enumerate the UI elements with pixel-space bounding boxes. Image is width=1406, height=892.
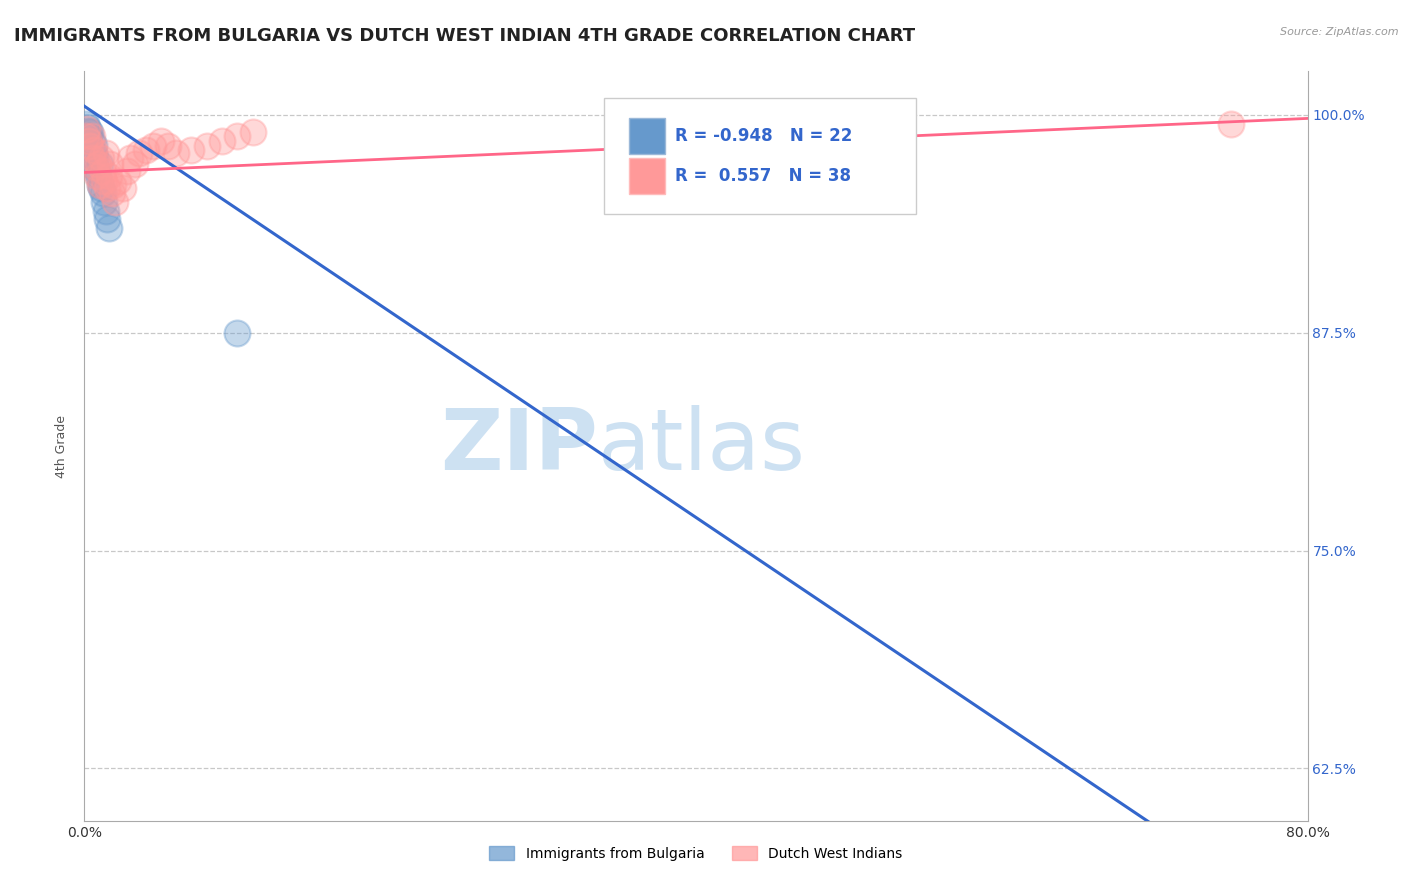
Point: [90, 181, 112, 195]
Point: [96, 212, 118, 227]
Point: [87, 169, 110, 183]
Point: [80, 134, 103, 148]
Point: [211, 134, 233, 148]
Point: [97, 221, 120, 235]
Text: ZIP: ZIP: [440, 404, 598, 488]
Point: [76, 121, 98, 136]
Point: [124, 157, 146, 171]
Point: [94, 203, 117, 218]
Point: [84, 160, 107, 174]
Y-axis label: 4th Grade: 4th Grade: [55, 415, 69, 477]
Point: [84, 152, 107, 166]
Point: [75, 117, 97, 131]
Point: [103, 178, 125, 192]
Point: [165, 146, 187, 161]
Point: [1220, 117, 1243, 131]
FancyBboxPatch shape: [605, 97, 917, 214]
Point: [93, 195, 115, 210]
Point: [98, 157, 121, 171]
Point: [80, 152, 103, 166]
Point: [79, 139, 101, 153]
Point: [76, 120, 98, 135]
Point: [96, 181, 118, 195]
Point: [77, 123, 100, 137]
Legend: Immigrants from Bulgaria, Dutch West Indians: Immigrants from Bulgaria, Dutch West Ind…: [484, 840, 908, 866]
Point: [89, 178, 111, 192]
Point: [226, 326, 249, 340]
Point: [94, 146, 117, 161]
Point: [75, 128, 97, 143]
Point: [83, 143, 105, 157]
Point: [77, 128, 100, 143]
Point: [128, 146, 150, 161]
Point: [91, 163, 114, 178]
Point: [87, 157, 110, 171]
Point: [97, 169, 120, 183]
Point: [195, 139, 218, 153]
Text: Source: ZipAtlas.com: Source: ZipAtlas.com: [1281, 27, 1399, 37]
Point: [104, 195, 127, 210]
Point: [929, 866, 952, 880]
Point: [149, 134, 172, 148]
Point: [89, 178, 111, 192]
Text: R = -0.948   N = 22: R = -0.948 N = 22: [675, 127, 852, 145]
Text: IMMIGRANTS FROM BULGARIA VS DUTCH WEST INDIAN 4TH GRADE CORRELATION CHART: IMMIGRANTS FROM BULGARIA VS DUTCH WEST I…: [14, 27, 915, 45]
Point: [135, 143, 157, 157]
Point: [242, 125, 264, 139]
Point: [80, 128, 103, 143]
Point: [90, 152, 112, 166]
Point: [107, 174, 129, 188]
Point: [77, 134, 100, 148]
Point: [101, 186, 124, 201]
Point: [111, 181, 134, 195]
Point: [226, 128, 249, 143]
Point: [86, 163, 108, 178]
Point: [93, 174, 115, 188]
Point: [157, 139, 180, 153]
Point: [79, 125, 101, 139]
Point: [86, 169, 108, 183]
Point: [83, 137, 105, 152]
Text: atlas: atlas: [598, 404, 806, 488]
Point: [120, 152, 142, 166]
Point: [89, 157, 111, 171]
Bar: [628, 158, 665, 194]
Point: [91, 186, 114, 201]
Point: [180, 143, 202, 157]
Text: R =  0.557   N = 38: R = 0.557 N = 38: [675, 168, 851, 186]
Bar: [628, 118, 665, 153]
Point: [115, 163, 138, 178]
Point: [83, 146, 105, 161]
Point: [142, 139, 165, 153]
Point: [84, 160, 107, 174]
